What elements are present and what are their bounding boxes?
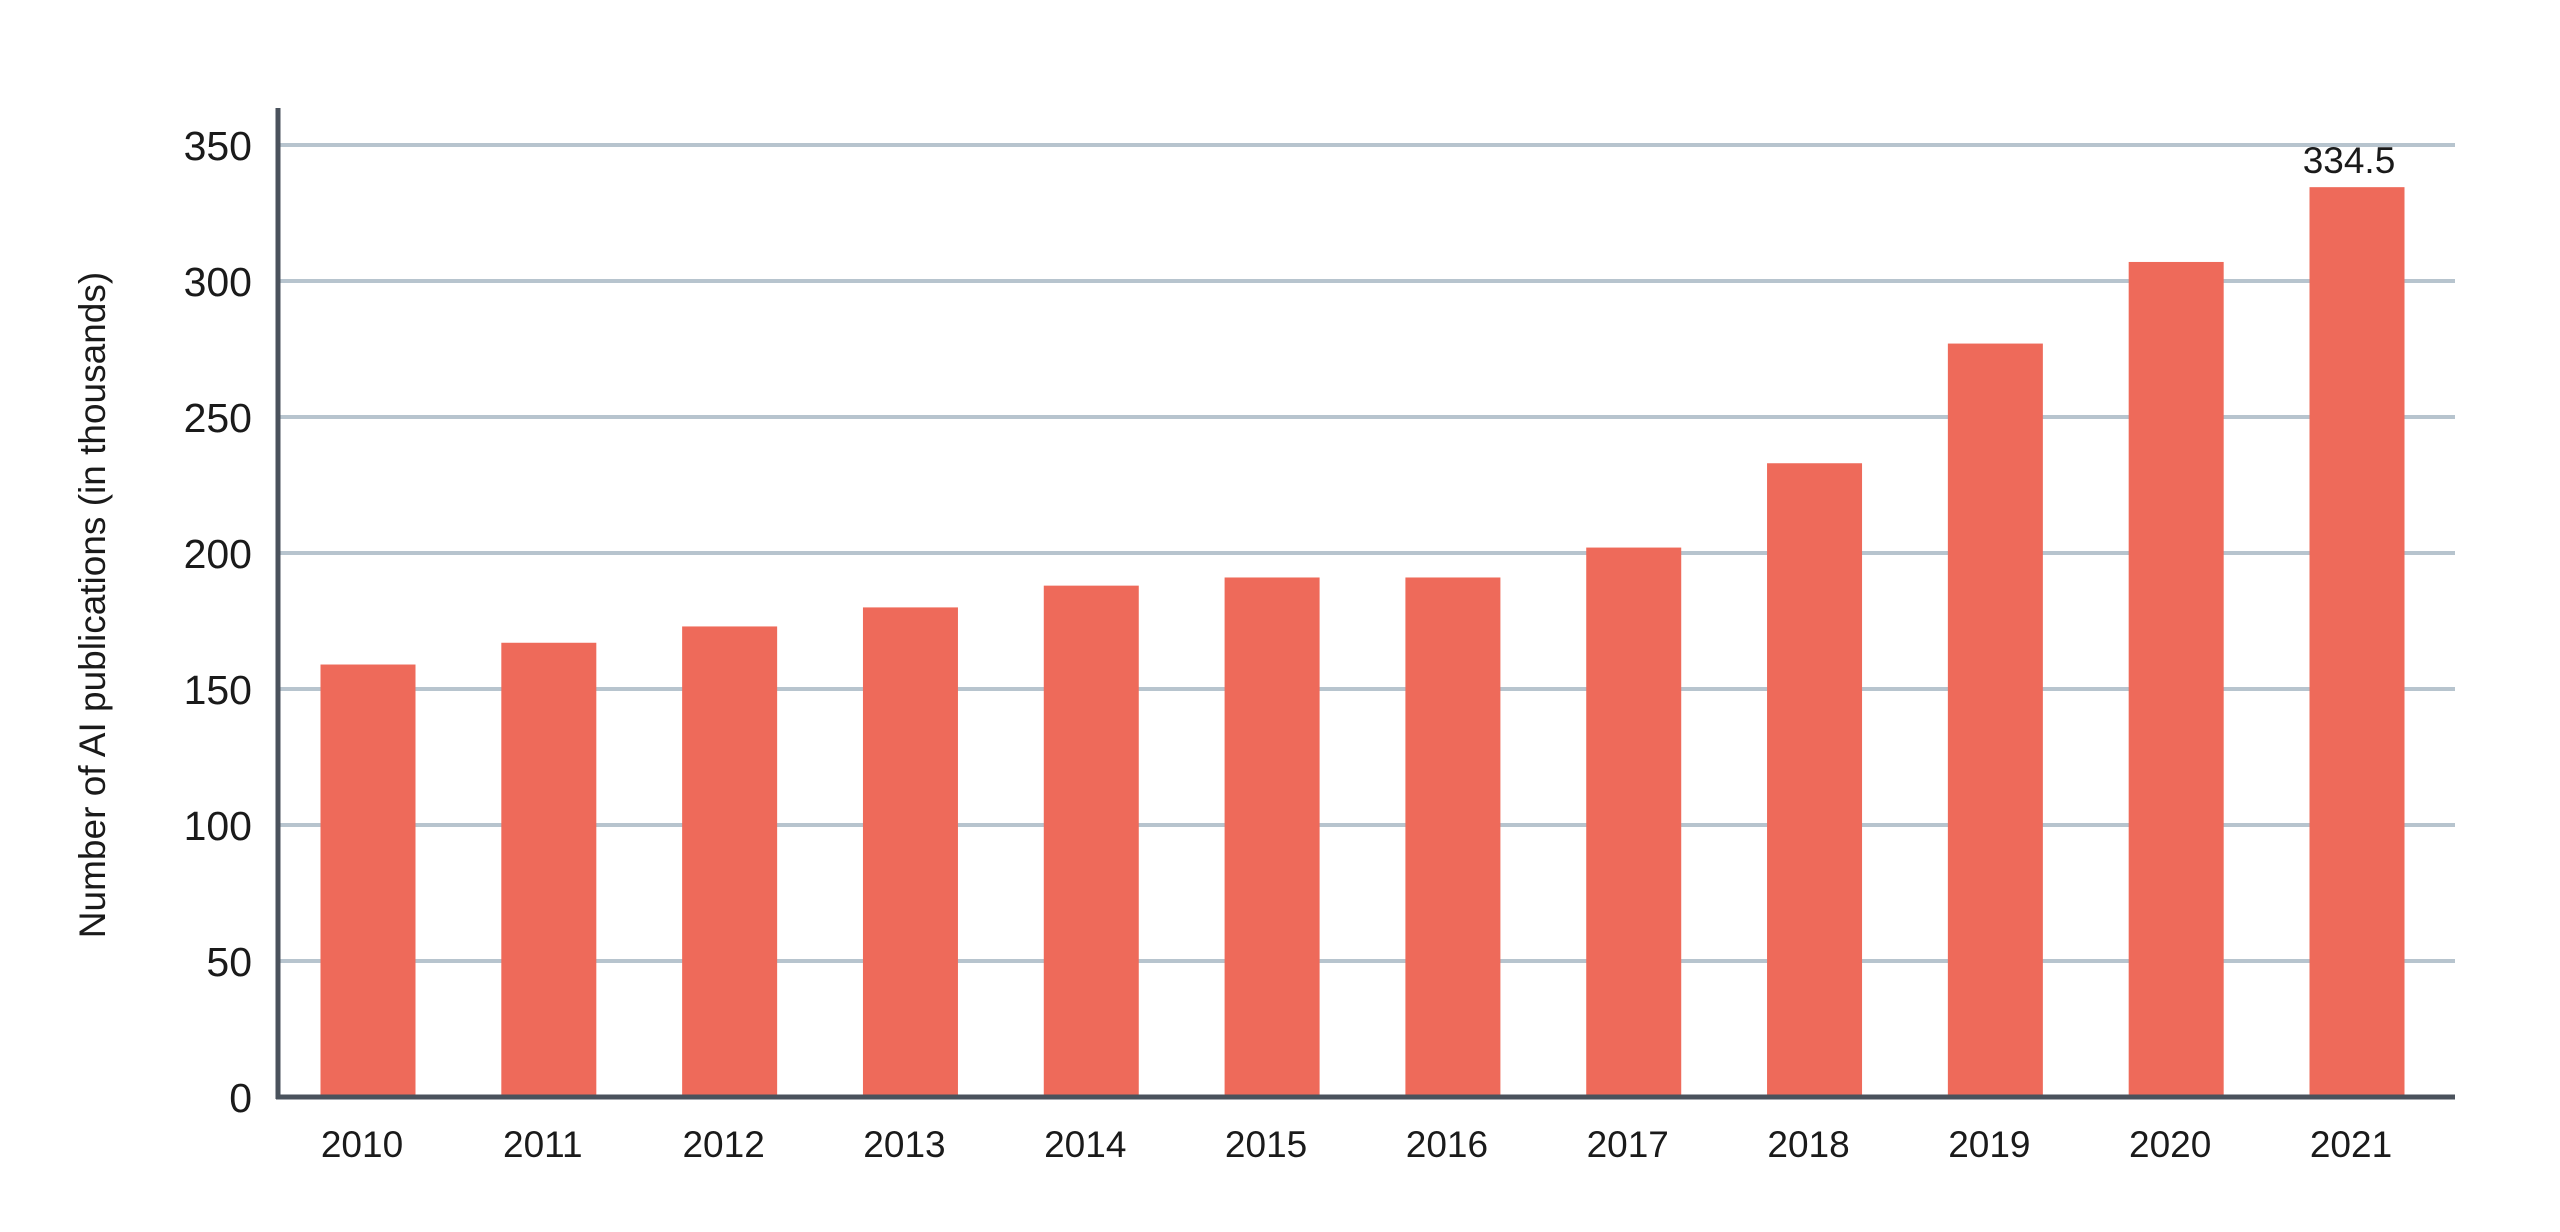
gridlines <box>278 143 2455 963</box>
y-tick-label: 350 <box>184 123 252 169</box>
bar-2017 <box>1586 547 1682 1097</box>
x-tick-label: 2013 <box>863 1124 945 1165</box>
y-tick-label: 100 <box>184 803 252 849</box>
bar-2013 <box>862 607 958 1097</box>
y-tick-label: 50 <box>206 939 252 985</box>
bar-2018 <box>1767 463 1863 1097</box>
x-tick-labels: 2010 2011 2012 2013 2014 2015 2016 2017 2018 2019… <box>321 1124 2392 1165</box>
x-tick-label: 2012 <box>682 1124 764 1165</box>
bar-2019 <box>1947 343 2043 1097</box>
x-tick-label: 2015 <box>1225 1124 1307 1165</box>
axes <box>275 108 2455 1100</box>
bar-2015 <box>1224 577 1320 1097</box>
bar-2016 <box>1405 577 1501 1097</box>
data-label-2021: 334.5 <box>2303 140 2396 181</box>
y-axis-title: Number of AI publications (in thousands) <box>72 272 113 938</box>
bar-2020 <box>2128 261 2224 1098</box>
y-tick-label: 300 <box>184 259 252 305</box>
bar-2011 <box>501 642 597 1097</box>
x-tick-label: 2016 <box>1406 1124 1488 1165</box>
x-tick-label: 2018 <box>1767 1124 1849 1165</box>
bar-2012 <box>682 626 778 1097</box>
y-tick-label: 200 <box>184 531 252 577</box>
y-tick-label: 0 <box>229 1075 252 1121</box>
y-tick-label: 150 <box>184 667 252 713</box>
x-tick-label: 2019 <box>1948 1124 2030 1165</box>
data-labels: 334.5 <box>2303 140 2396 181</box>
x-tick-label: 2021 <box>2310 1124 2392 1165</box>
bar-2010 <box>320 664 416 1097</box>
bar-2014 <box>1043 585 1139 1097</box>
bars <box>320 187 2405 1098</box>
y-tick-label: 250 <box>184 395 252 441</box>
x-tick-label: 2017 <box>1587 1124 1669 1165</box>
x-tick-label: 2011 <box>503 1124 583 1165</box>
x-tick-label: 2010 <box>321 1124 403 1165</box>
x-tick-label: 2020 <box>2129 1124 2211 1165</box>
x-tick-label: 2014 <box>1044 1124 1126 1165</box>
y-tick-labels: 0 50 100 150 200 250 300 350 <box>184 123 252 1121</box>
bar-2021 <box>2309 187 2405 1097</box>
